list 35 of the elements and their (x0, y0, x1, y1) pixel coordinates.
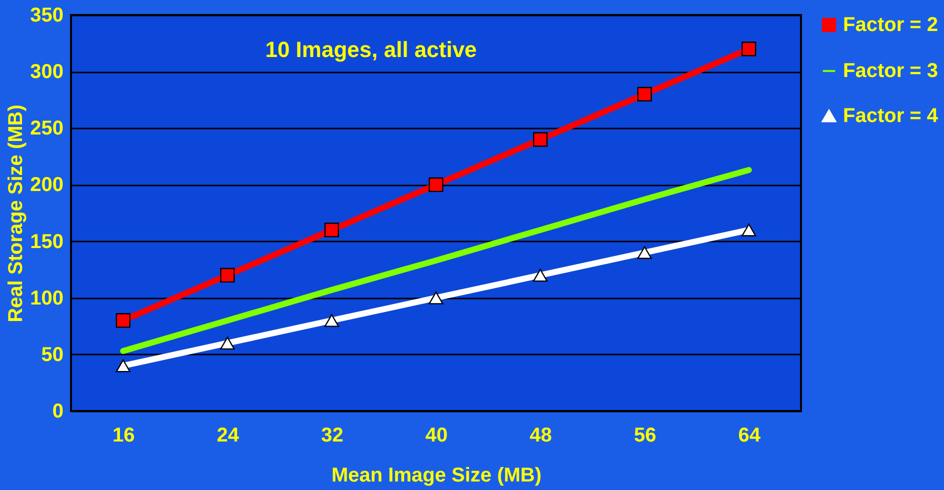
point (637, 86, 652, 102)
x-tick-label: 32 (321, 424, 344, 446)
x-tick-label: 56 (634, 424, 656, 446)
point (428, 291, 444, 304)
point (220, 336, 235, 350)
y-tick-label: 50 (41, 344, 64, 366)
y-tick-label: 200 (30, 174, 64, 196)
point (532, 132, 548, 147)
y-tick-label: 150 (30, 230, 64, 253)
point (324, 222, 340, 238)
text: 10 Images, all active (265, 37, 477, 62)
y-tick-label: 250 (30, 118, 64, 140)
point (428, 177, 444, 192)
point (742, 224, 756, 236)
point (220, 268, 235, 283)
point (116, 313, 130, 328)
x-tick-label: 40 (425, 424, 448, 446)
y-tick-label: 0 (52, 400, 64, 422)
point (116, 359, 130, 372)
legend-label: Factor = 3 (843, 60, 938, 82)
legend-label: Factor = 4 (843, 105, 939, 127)
legend-label: Factor = 2 (843, 14, 938, 36)
point (324, 314, 340, 327)
x-tick-label: 64 (738, 424, 762, 446)
x-tick-label: 24 (216, 424, 240, 446)
x-axis-title: Mean Image Size (MB) (331, 464, 542, 486)
y-tick-label: 100 (30, 287, 64, 310)
x-tick-label: 48 (530, 424, 552, 446)
point (532, 268, 548, 282)
y-axis-title: Real Storage Size (MB) (5, 104, 28, 322)
y-tick-label: 300 (30, 61, 64, 84)
point (637, 246, 652, 260)
y-tick-label: 350 (30, 4, 64, 26)
x-tick-label: 16 (112, 424, 135, 446)
point (742, 42, 756, 56)
